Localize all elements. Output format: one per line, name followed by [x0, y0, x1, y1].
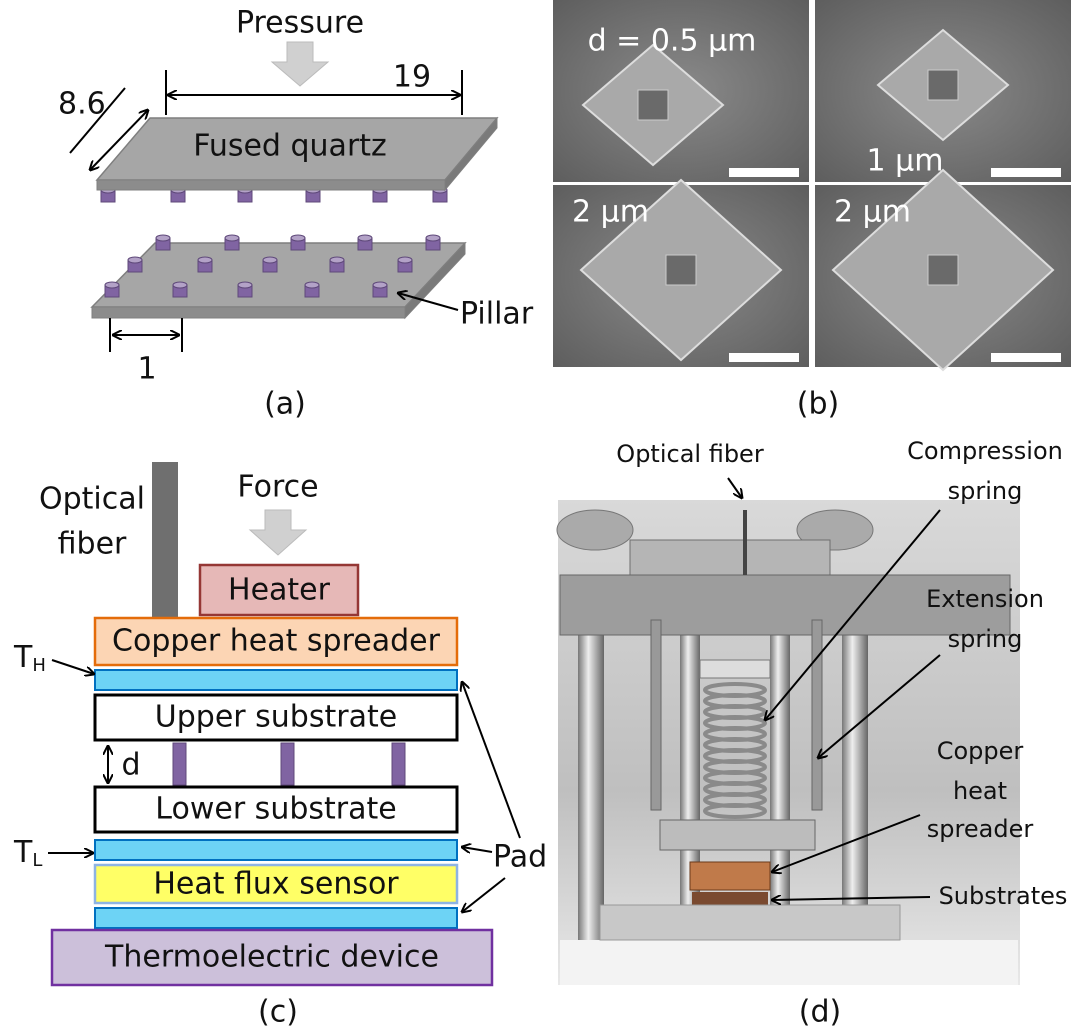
extension-spring — [651, 620, 661, 810]
caption: (b) — [797, 387, 839, 422]
plate-label: Fused quartz — [193, 129, 387, 164]
pyramid-top — [638, 90, 668, 120]
lower-plate-top — [92, 243, 465, 307]
panel-c: Optical fiber Force Heater Copper heat s… — [13, 462, 547, 1030]
extension-spring — [812, 620, 822, 810]
symbol: T — [13, 835, 33, 870]
figure: Pressure 19 8.6 Fused quartz Pillar 1 (a… — [0, 0, 1073, 1033]
caption: (c) — [258, 995, 298, 1030]
pillar — [173, 743, 186, 785]
force-label: Force — [237, 470, 318, 505]
page: {"panel_a": {"pressure": "Pressure", "le… — [0, 0, 1073, 1033]
symbol: T — [13, 640, 33, 675]
label-arrow — [728, 478, 742, 498]
panel-a: Pressure 19 8.6 Fused quartz Pillar 1 (a… — [58, 6, 534, 422]
layer-label: Heater — [228, 573, 331, 608]
extension-label: spring — [948, 625, 1023, 653]
pressure-label: Pressure — [236, 6, 364, 41]
width-label: 8.6 — [58, 87, 106, 122]
photo-base — [560, 940, 1018, 985]
pad — [95, 670, 457, 690]
pillar-top — [105, 282, 119, 288]
stage — [600, 905, 900, 940]
temperature-low: TL — [13, 835, 42, 872]
temperature-high: TH — [13, 640, 46, 677]
substrates-label: Substrates — [939, 882, 1068, 910]
pillar-top — [291, 235, 305, 241]
pitch-label: 1 — [137, 352, 156, 387]
pyramid-top — [928, 70, 958, 100]
scale-bar — [729, 353, 799, 362]
optical-fiber — [152, 462, 178, 618]
pillar-top — [426, 235, 440, 241]
collar — [557, 510, 633, 550]
copper-label: heat — [953, 777, 1007, 805]
copper-label: Copper — [937, 737, 1024, 765]
pad-arrow — [462, 878, 505, 912]
lower-plate — [660, 820, 815, 850]
panel-b: (b) d = 0.5 μm 1 μm 2 μm 2 μm — [553, 0, 1071, 422]
upper-plate-front — [97, 180, 445, 190]
post — [578, 590, 604, 940]
layer-label: Thermoelectric device — [104, 940, 439, 975]
layer-label: Lower substrate — [155, 792, 396, 827]
scale-bar — [991, 353, 1061, 362]
compression-label: Compression — [907, 437, 1063, 465]
pillar-top — [238, 282, 252, 288]
scale-bar — [729, 168, 799, 177]
caption: (d) — [799, 995, 841, 1030]
pillar — [281, 743, 294, 785]
pillar-top — [225, 235, 239, 241]
temperature-arrow — [52, 660, 94, 674]
post — [842, 590, 868, 940]
pillar-top — [330, 257, 344, 263]
pad — [95, 908, 457, 928]
pillar — [392, 743, 405, 785]
force-arrow — [250, 510, 306, 555]
pressure-arrow — [272, 42, 328, 86]
length-label: 19 — [393, 60, 431, 95]
copper-label: spreader — [927, 815, 1034, 843]
pillar-label: Pillar — [460, 297, 534, 332]
pad-label: Pad — [493, 840, 547, 875]
pad-arrow — [462, 847, 492, 852]
pyramid-top — [666, 255, 696, 285]
scale-bar — [991, 168, 1061, 177]
pillar-top — [173, 282, 187, 288]
layer-label: Upper substrate — [155, 700, 397, 735]
panel-d: Optical fiber Compression spring Extensi… — [557, 437, 1067, 1030]
fiber-label: Optical fiber — [616, 440, 764, 468]
subscript: H — [32, 655, 46, 676]
pillar-top — [373, 282, 387, 288]
copper-block — [690, 862, 770, 890]
image-label: 2 μm — [834, 195, 911, 230]
pillar-top — [128, 257, 142, 263]
image-label: 1 μm — [867, 144, 944, 179]
fiber-label: Optical — [39, 482, 145, 517]
lower-plate-front — [92, 307, 405, 318]
extension-label: Extension — [926, 585, 1044, 613]
pillar-top — [198, 257, 212, 263]
pillar-top — [156, 235, 170, 241]
subscript: L — [32, 850, 42, 871]
caption: (a) — [264, 387, 306, 422]
pad — [95, 840, 457, 860]
spring-cap — [700, 660, 770, 678]
pyramid-top — [928, 255, 958, 285]
gap-label: d — [121, 748, 140, 783]
pillar-top — [263, 257, 277, 263]
pillar-top — [358, 235, 372, 241]
pillar-top — [305, 282, 319, 288]
compression-label: spring — [948, 477, 1023, 505]
layer-label: Heat flux sensor — [153, 867, 399, 902]
layer-label: Copper heat spreader — [112, 624, 441, 659]
image-label: 2 μm — [572, 195, 649, 230]
image-label: d = 0.5 μm — [588, 24, 757, 59]
fiber-label: fiber — [58, 527, 127, 562]
pad-arrow — [462, 682, 520, 838]
pillar-top — [398, 257, 412, 263]
